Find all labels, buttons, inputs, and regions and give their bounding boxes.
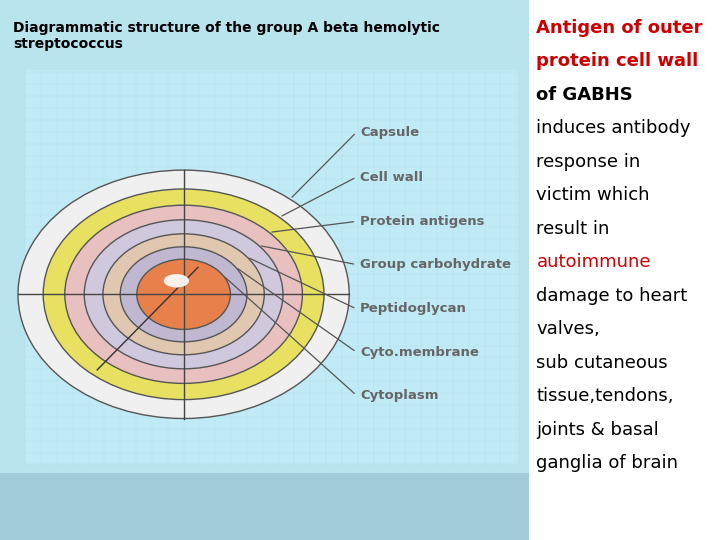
Bar bbox=[529, 0, 720, 540]
Text: Protein antigens: Protein antigens bbox=[360, 215, 485, 228]
Text: Cyto.membrane: Cyto.membrane bbox=[360, 346, 479, 359]
Text: of GABHS: of GABHS bbox=[536, 86, 633, 104]
Circle shape bbox=[137, 259, 230, 329]
Circle shape bbox=[120, 247, 247, 342]
Text: tissue,tendons,: tissue,tendons, bbox=[536, 387, 674, 405]
Bar bbox=[0, 472, 529, 540]
Text: ganglia of brain: ganglia of brain bbox=[536, 454, 678, 472]
Text: autoimmune: autoimmune bbox=[536, 253, 651, 271]
Text: Group carbohydrate: Group carbohydrate bbox=[360, 258, 511, 271]
Circle shape bbox=[43, 189, 324, 400]
Text: sub cutaneous: sub cutaneous bbox=[536, 354, 668, 372]
Text: result in: result in bbox=[536, 220, 610, 238]
Text: induces antibody: induces antibody bbox=[536, 119, 691, 137]
Text: damage to heart: damage to heart bbox=[536, 287, 688, 305]
Bar bbox=[25, 70, 518, 464]
Circle shape bbox=[18, 170, 349, 418]
Text: Cell wall: Cell wall bbox=[360, 171, 423, 184]
Text: Diagrammatic structure of the group A beta hemolytic
streptococcus: Diagrammatic structure of the group A be… bbox=[13, 21, 440, 51]
Text: joints & basal: joints & basal bbox=[536, 421, 659, 438]
Text: valves,: valves, bbox=[536, 320, 600, 338]
Text: Antigen of outer: Antigen of outer bbox=[536, 19, 703, 37]
Text: protein cell wall: protein cell wall bbox=[536, 52, 698, 70]
Text: Cytoplasm: Cytoplasm bbox=[360, 389, 438, 402]
Text: victim which: victim which bbox=[536, 186, 650, 204]
Text: Peptidoglycan: Peptidoglycan bbox=[360, 302, 467, 315]
Text: response in: response in bbox=[536, 153, 641, 171]
Circle shape bbox=[65, 205, 302, 383]
Text: Capsule: Capsule bbox=[360, 126, 419, 139]
Bar bbox=[0, 0, 529, 472]
Circle shape bbox=[84, 220, 283, 369]
Ellipse shape bbox=[164, 274, 189, 287]
Circle shape bbox=[103, 234, 264, 355]
